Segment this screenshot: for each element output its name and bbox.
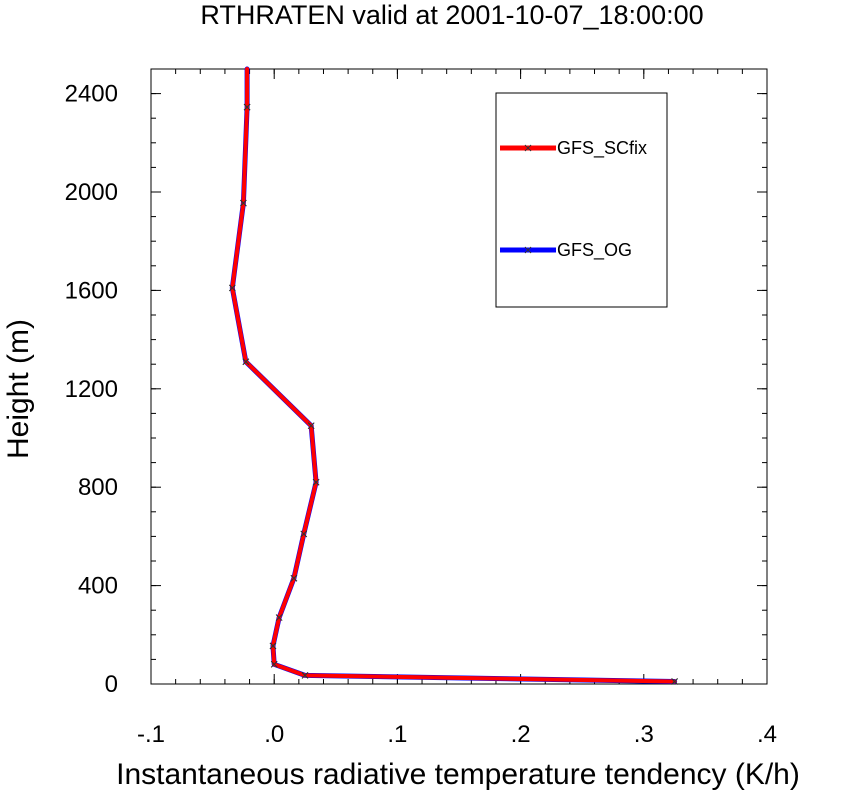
axes-frame: [150, 68, 768, 685]
x-axis-label: Instantaneous radiative temperature tend…: [116, 758, 800, 791]
y-tick-label: 800: [78, 474, 118, 501]
y-axis-ticks: 0 400 800 1200 1600 2000 2400: [65, 68, 767, 698]
data-point-marker: [671, 678, 678, 685]
y-tick-label: 0: [105, 671, 118, 698]
legend-box: [495, 92, 668, 308]
legend-marker: [524, 144, 532, 152]
data-point-marker: [240, 199, 247, 207]
chart-title: RTHRATEN valid at 2001-10-07_18:00:00: [200, 0, 703, 30]
y-tick-label: 2000: [65, 179, 118, 206]
data-point-marker: [301, 672, 309, 679]
legend-label: GFS_OG: [557, 240, 632, 261]
x-tick-label: .0: [264, 721, 284, 748]
x-tick-label: .2: [511, 721, 531, 748]
data-point-marker: [275, 614, 283, 621]
x-tick-label: .3: [634, 721, 654, 748]
y-tick-label: 400: [78, 573, 118, 600]
data-point-marker: [269, 642, 277, 650]
data-point-marker: [270, 660, 278, 668]
y-tick-label: 1200: [65, 376, 118, 403]
legend-label: GFS_SCfix: [557, 138, 647, 159]
x-tick-label: .4: [757, 721, 777, 748]
x-axis-ticks: -.1 .0 .1 .2 .3 .4: [137, 69, 777, 748]
legend-marker: [524, 246, 532, 254]
data-point-marker: [312, 478, 320, 486]
data-point-marker: [307, 422, 315, 430]
data-point-marker: [242, 358, 250, 366]
plot-frame: [150, 68, 768, 685]
x-tick-label: -.1: [137, 721, 165, 748]
series-layer: [228, 66, 678, 685]
legend: GFS_SCfix GFS_OG: [495, 92, 668, 308]
data-point-marker: [243, 103, 251, 111]
data-point-marker: [300, 530, 308, 538]
data-point-marker: [290, 574, 298, 582]
y-tick-label: 1600: [65, 277, 118, 304]
data-point-marker: [228, 284, 236, 292]
series-line-GFS_SCfix: [230, 67, 677, 684]
y-axis-label: Height (m): [2, 319, 35, 459]
y-tick-label: 2400: [65, 81, 118, 108]
x-tick-label: .1: [387, 721, 407, 748]
